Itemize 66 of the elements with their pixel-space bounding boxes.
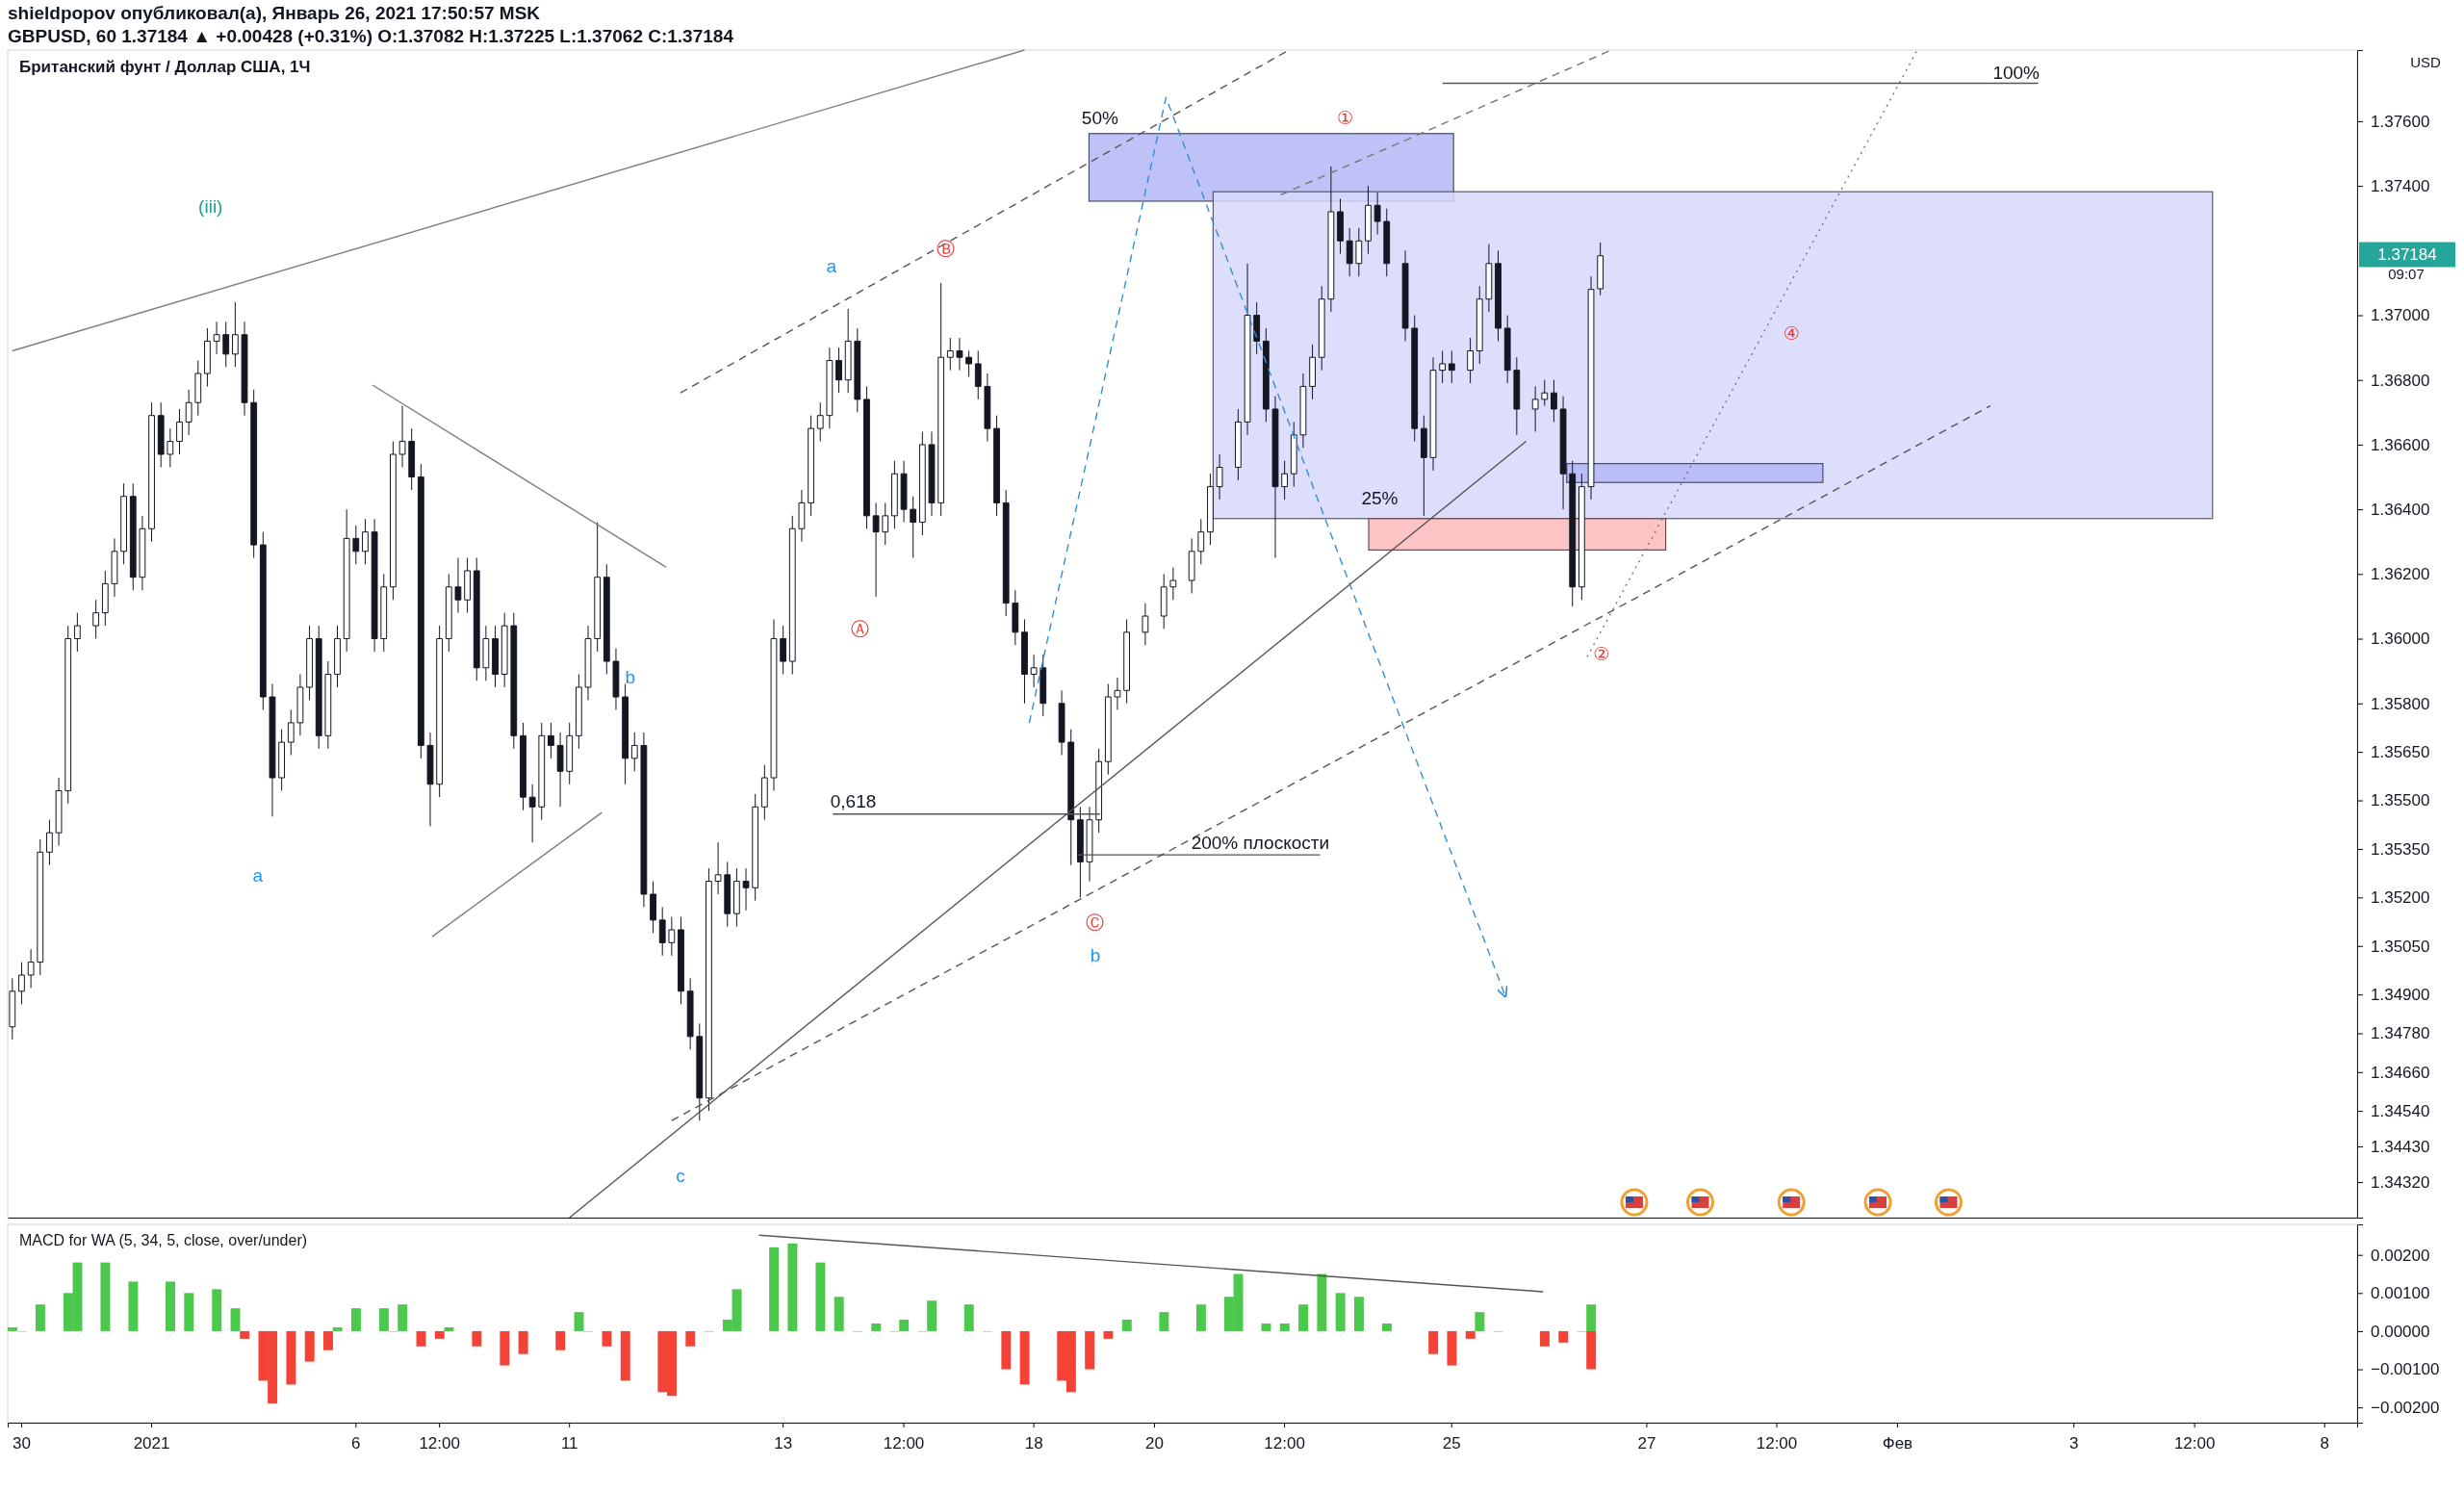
chart-subtitle: shieldpopov опубликовал(а), Январь 26, 2021 17:50:57 MSK <box>8 3 541 23</box>
annotation: b <box>625 667 635 688</box>
annotation: 25% <box>1361 488 1399 509</box>
y-tick-label: 1.35800 <box>2371 694 2430 713</box>
annotation: 100% <box>1992 62 2040 83</box>
y-tick-label: 1.34430 <box>2371 1138 2430 1157</box>
y-tick-label: 1.36200 <box>2371 565 2430 584</box>
annotation: 50% <box>1081 108 1118 129</box>
y-tick-label: 1.35350 <box>2371 839 2430 859</box>
y-tick-label: 1.35500 <box>2371 791 2430 810</box>
annotation: 200% плоскости <box>1191 832 1330 853</box>
annotation: a <box>826 255 837 276</box>
x-tick-label: 6 <box>351 1433 361 1452</box>
annotation: ① <box>1337 108 1354 129</box>
x-tick-label: 25 <box>1442 1433 1461 1452</box>
y-tick-label: 1.37000 <box>2371 306 2430 325</box>
text: 09:07 <box>2388 266 2425 282</box>
text: Британский фунт / Доллар США, 1Ч <box>19 58 311 76</box>
text: GBPUSD, 60 1.37184 ▲ +0.00428 (+0.31%) O:1.37082 H:1.37225 L:1.37062 C:1.37184 <box>8 26 734 46</box>
annotation: ④ <box>1783 322 1800 344</box>
text: USD <box>2410 54 2441 70</box>
annotation: c <box>676 1165 685 1186</box>
x-tick-label: 2021 <box>133 1433 170 1452</box>
x-tick-label: 30 <box>13 1433 31 1452</box>
annotation: Ⓑ <box>937 238 956 259</box>
x-tick-label: 13 <box>774 1433 793 1452</box>
y-tick-label: 1.35050 <box>2371 937 2430 956</box>
x-tick-label: Фев <box>1882 1433 1913 1452</box>
y-tick-label: 1.35200 <box>2371 888 2430 908</box>
y-tick-label: 0.00000 <box>2371 1322 2430 1341</box>
y-tick-label: 1.34320 <box>2371 1172 2430 1192</box>
y-tick-label: 1.37600 <box>2371 112 2430 131</box>
x-tick-label: 3 <box>2068 1433 2079 1452</box>
y-tick-label: 1.34660 <box>2371 1063 2430 1082</box>
price-tag: 1.37184 <box>2359 242 2455 268</box>
y-tick-label: 0.00100 <box>2371 1284 2430 1303</box>
annotation: b <box>1090 945 1101 966</box>
y-tick-label: 0.00200 <box>2371 1246 2430 1265</box>
y-tick-label: −0.00100 <box>2371 1360 2440 1379</box>
y-tick-label: 1.36400 <box>2371 501 2430 520</box>
annotation: ② <box>1593 643 1610 664</box>
y-tick-label: 1.34780 <box>2371 1024 2430 1043</box>
annotation: Ⓒ <box>1086 913 1105 934</box>
y-tick-label: 1.36000 <box>2371 630 2430 649</box>
x-tick-label: 27 <box>1637 1433 1656 1452</box>
annotation: (iii) <box>198 195 223 217</box>
y-tick-label: 1.36800 <box>2371 371 2430 390</box>
x-tick-label: 12:00 <box>2173 1433 2216 1452</box>
x-tick-label: 20 <box>1145 1433 1165 1452</box>
chart-title: MACD for WA (5, 34, 5, close, over/under) <box>19 1232 308 1248</box>
y-tick-label: 1.35650 <box>2371 743 2430 762</box>
x-tick-label: 8 <box>2320 1433 2329 1452</box>
annotation: a <box>252 865 264 887</box>
y-tick-label: −0.00200 <box>2371 1399 2440 1418</box>
y-tick-label: 1.34900 <box>2371 986 2430 1005</box>
x-tick-label: 12:00 <box>1756 1433 1798 1452</box>
y-tick-label: 1.34540 <box>2371 1102 2430 1121</box>
x-tick-label: 12:00 <box>419 1433 460 1452</box>
annotation: Ⓐ <box>850 618 869 639</box>
y-tick-label: 1.36600 <box>2371 435 2430 454</box>
x-tick-label: 11 <box>560 1433 578 1452</box>
x-tick-label: 18 <box>1024 1433 1043 1452</box>
x-tick-label: 12:00 <box>1264 1433 1305 1452</box>
y-tick-label: 1.37400 <box>2371 177 2430 196</box>
x-tick-label: 12:00 <box>883 1433 925 1452</box>
annotation: 0,618 <box>830 791 877 812</box>
